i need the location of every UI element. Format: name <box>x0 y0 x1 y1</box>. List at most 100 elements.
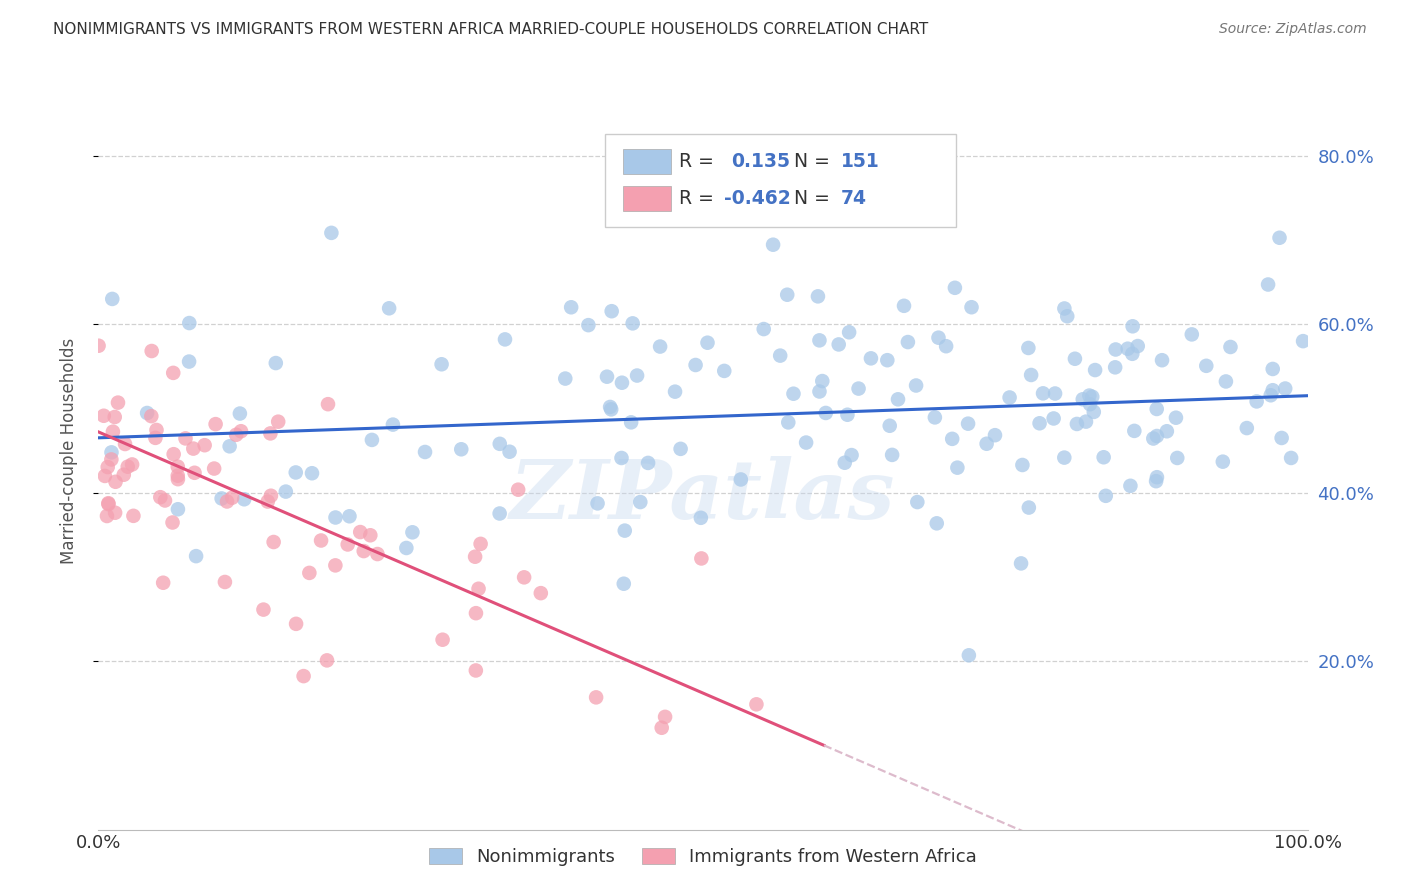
Point <box>292 669 315 683</box>
Point <box>1078 397 1101 411</box>
Point <box>183 466 205 480</box>
Point <box>769 349 792 363</box>
Point <box>1279 450 1302 465</box>
Point <box>114 437 136 451</box>
Point <box>924 410 946 425</box>
Point <box>1144 474 1167 488</box>
Point <box>626 368 648 383</box>
Text: N =: N = <box>794 189 831 209</box>
Point <box>1042 411 1064 425</box>
Point <box>252 602 274 616</box>
Point <box>689 511 711 525</box>
Text: NONIMMIGRANTS VS IMMIGRANTS FROM WESTERN AFRICA MARRIED-COUPLE HOUSEHOLDS CORREL: NONIMMIGRANTS VS IMMIGRANTS FROM WESTERN… <box>53 22 929 37</box>
Point <box>122 508 145 523</box>
Point <box>1018 500 1040 515</box>
Point <box>1142 432 1164 446</box>
Point <box>713 364 735 378</box>
Point <box>336 537 359 551</box>
Point <box>1219 340 1241 354</box>
Text: 74: 74 <box>841 189 866 209</box>
Point <box>1166 450 1188 465</box>
Point <box>285 616 308 631</box>
Point <box>1274 382 1296 396</box>
Point <box>215 494 238 508</box>
Point <box>100 445 122 459</box>
Point <box>179 316 201 330</box>
Point <box>560 300 582 314</box>
Text: R =: R = <box>679 189 714 209</box>
Point <box>887 392 910 407</box>
Point <box>838 326 860 340</box>
Point <box>488 507 510 521</box>
Point <box>508 483 530 497</box>
Point <box>776 287 799 301</box>
Point <box>316 397 339 411</box>
Point <box>104 506 127 520</box>
Point <box>808 334 831 348</box>
Point <box>97 497 120 511</box>
Point <box>1261 383 1284 397</box>
Point <box>905 495 928 509</box>
Point <box>256 494 278 508</box>
Point <box>1215 375 1237 389</box>
Point <box>104 409 127 424</box>
Point <box>93 409 115 423</box>
Point <box>450 442 472 457</box>
Point <box>1195 359 1218 373</box>
Point <box>97 460 120 475</box>
Point <box>464 549 486 564</box>
Point <box>960 300 983 314</box>
Point <box>1066 417 1088 431</box>
Point <box>464 664 486 678</box>
Point <box>984 428 1007 442</box>
Point <box>395 541 418 555</box>
Point <box>121 458 143 472</box>
Point <box>349 524 371 539</box>
Point <box>1071 392 1094 407</box>
Point <box>1292 334 1315 348</box>
Point <box>807 289 830 303</box>
Point <box>145 431 167 445</box>
Text: R =: R = <box>679 152 714 171</box>
Point <box>413 445 436 459</box>
Point <box>1164 410 1187 425</box>
Point <box>361 433 384 447</box>
Point <box>202 461 225 475</box>
Point <box>628 495 651 509</box>
Point <box>530 586 553 600</box>
Point <box>339 509 361 524</box>
Point <box>685 358 707 372</box>
Point <box>905 378 928 392</box>
Point <box>745 698 768 712</box>
Point <box>837 408 859 422</box>
Point <box>613 576 636 591</box>
Point <box>957 417 980 431</box>
Point <box>96 508 118 523</box>
Text: ZIPatlas: ZIPatlas <box>510 456 896 536</box>
Point <box>1019 368 1042 382</box>
Point <box>221 491 243 505</box>
Point <box>214 574 236 589</box>
Point <box>897 334 920 349</box>
Point <box>1074 415 1097 429</box>
Point <box>174 431 197 445</box>
Point <box>621 317 644 331</box>
Point <box>782 386 804 401</box>
Point <box>1043 386 1066 401</box>
Point <box>1053 301 1076 316</box>
Point <box>1156 424 1178 438</box>
Point <box>488 437 510 451</box>
Point <box>325 558 347 573</box>
Point <box>359 528 381 542</box>
Point <box>264 356 287 370</box>
Point <box>730 473 752 487</box>
Point <box>381 417 404 432</box>
Point <box>690 551 713 566</box>
Point <box>925 516 948 531</box>
Point <box>814 406 837 420</box>
Point <box>87 339 110 353</box>
Point <box>669 442 692 456</box>
Point <box>470 537 492 551</box>
Point <box>145 423 167 437</box>
Point <box>298 566 321 580</box>
